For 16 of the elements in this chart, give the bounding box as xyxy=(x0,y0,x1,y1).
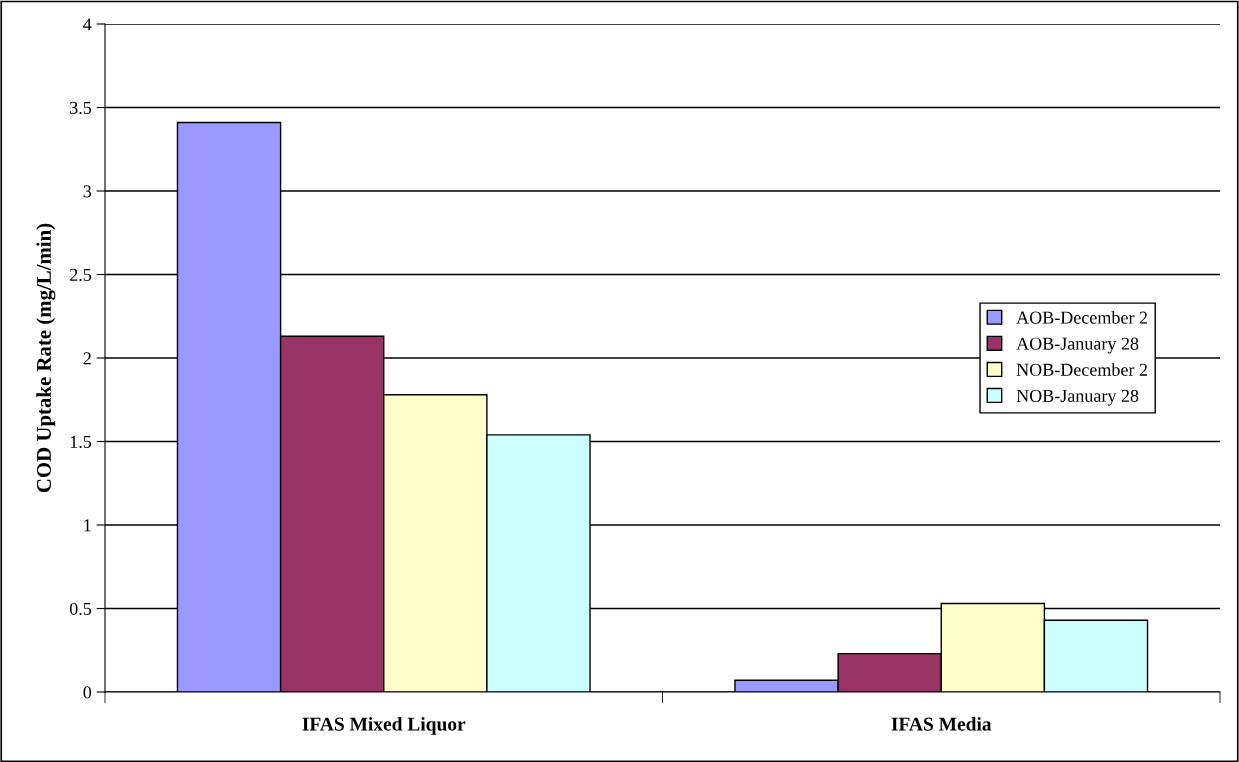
y-tick-label: 4 xyxy=(83,18,92,31)
y-tick-label: 0.5 xyxy=(69,602,92,616)
y-tick-label: 0 xyxy=(83,686,92,699)
legend-label: NOB-January 28 xyxy=(1016,389,1139,406)
legend-label: AOB-January 28 xyxy=(1016,337,1139,354)
y-tick-label: 1.5 xyxy=(70,435,92,449)
y-tick-label: 2 xyxy=(83,352,91,365)
y-tick-label: 3.5 xyxy=(70,101,92,115)
y-tick-label: 2.5 xyxy=(70,268,92,282)
x-tick-label: IFAS Media xyxy=(891,717,992,731)
y-tick-label: 3 xyxy=(83,185,92,198)
y-tick-label: 1 xyxy=(84,519,91,532)
y-axis-title: COD Uptake Rate (mg/L/min) xyxy=(36,223,56,493)
x-tick-label: IFAS Mixed Liquor xyxy=(302,717,466,735)
legend-label: AOB-December 2 xyxy=(1016,311,1147,324)
legend-label: NOB-December 2 xyxy=(1016,363,1147,376)
